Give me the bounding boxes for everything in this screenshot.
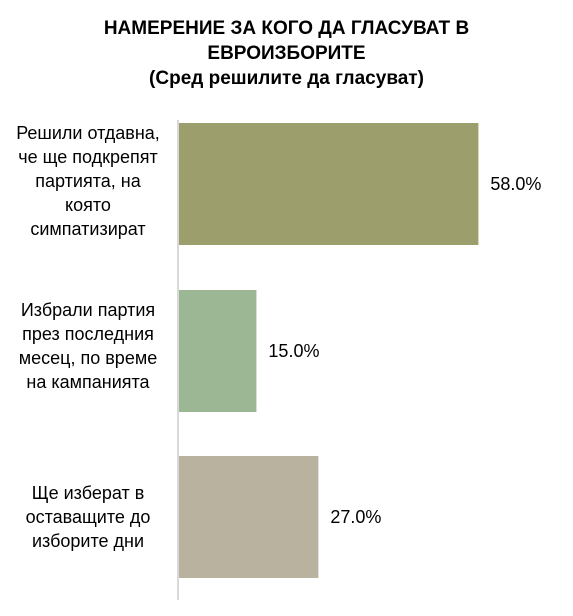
category-label-2: Избрали партия през последния месец, по …	[18, 300, 158, 392]
chart-title: НАМЕРЕНИЕ ЗА КОГО ДА ГЛАСУВАТ В ЕВРОИЗБО…	[0, 16, 573, 91]
category-label-1: Решили отдавна, че ще подкрепят партията…	[16, 123, 160, 239]
bar-value-label-2: 15.0%	[268, 341, 319, 361]
bar-1	[179, 123, 479, 245]
title-subtitle: (Сред решилите да гласуват)	[149, 68, 424, 89]
category-label-3: Ще изберат в оставащите до изборите дни	[25, 483, 151, 551]
bar-value-label-3: 27.0%	[330, 507, 381, 527]
title-line-2: ЕВРОИЗБОРИТЕ	[207, 43, 366, 64]
bar-value-label-1: 58.0%	[490, 174, 541, 194]
bar-3	[179, 456, 319, 578]
bar-2	[179, 290, 257, 412]
title-line-1: НАМЕРЕНИЕ ЗА КОГО ДА ГЛАСУВАТ В	[103, 18, 470, 39]
